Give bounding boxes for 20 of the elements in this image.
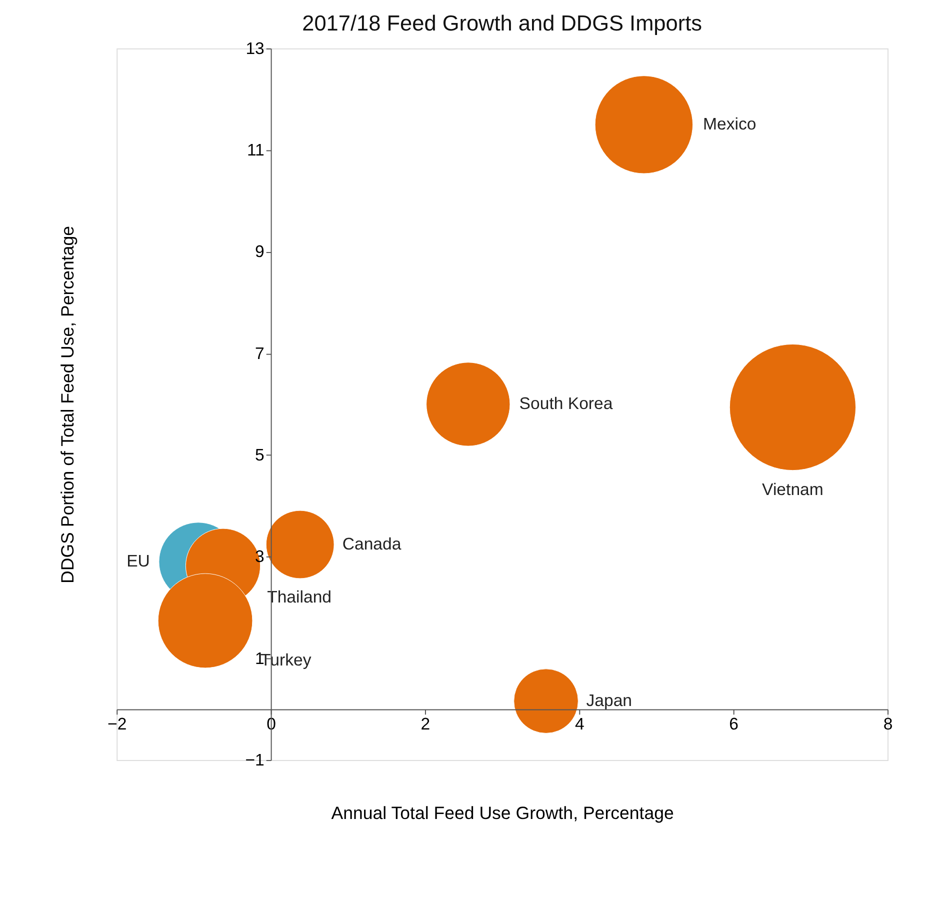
y-axis-title: DDGS Portion of Total Feed Use, Percentage bbox=[58, 226, 78, 584]
series-label: South Korea bbox=[519, 394, 614, 414]
y-tick-label: 9 bbox=[255, 242, 264, 262]
x-tick-label: −2 bbox=[108, 714, 127, 734]
chart-title: 2017/18 Feed Growth and DDGS Imports bbox=[302, 10, 702, 36]
x-tick-label: 8 bbox=[883, 714, 893, 734]
x-tick-label: 2 bbox=[420, 714, 430, 734]
x-tick-label: 6 bbox=[729, 714, 739, 734]
y-tick-label: −1 bbox=[245, 750, 264, 770]
series-label: Canada bbox=[342, 534, 402, 554]
series-label: Japan bbox=[586, 691, 632, 710]
x-axis-title: Annual Total Feed Use Growth, Percentage bbox=[331, 802, 674, 823]
y-tick-label: 11 bbox=[246, 140, 264, 160]
x-tick-label: 4 bbox=[574, 714, 584, 734]
series-label: Mexico bbox=[702, 114, 756, 134]
y-tick-label: 5 bbox=[255, 445, 264, 464]
y-tick-label: 13 bbox=[246, 38, 264, 58]
y-tick-label: 7 bbox=[255, 344, 264, 363]
series-label: Vietnam bbox=[762, 480, 824, 500]
series-label: EU bbox=[126, 552, 150, 571]
